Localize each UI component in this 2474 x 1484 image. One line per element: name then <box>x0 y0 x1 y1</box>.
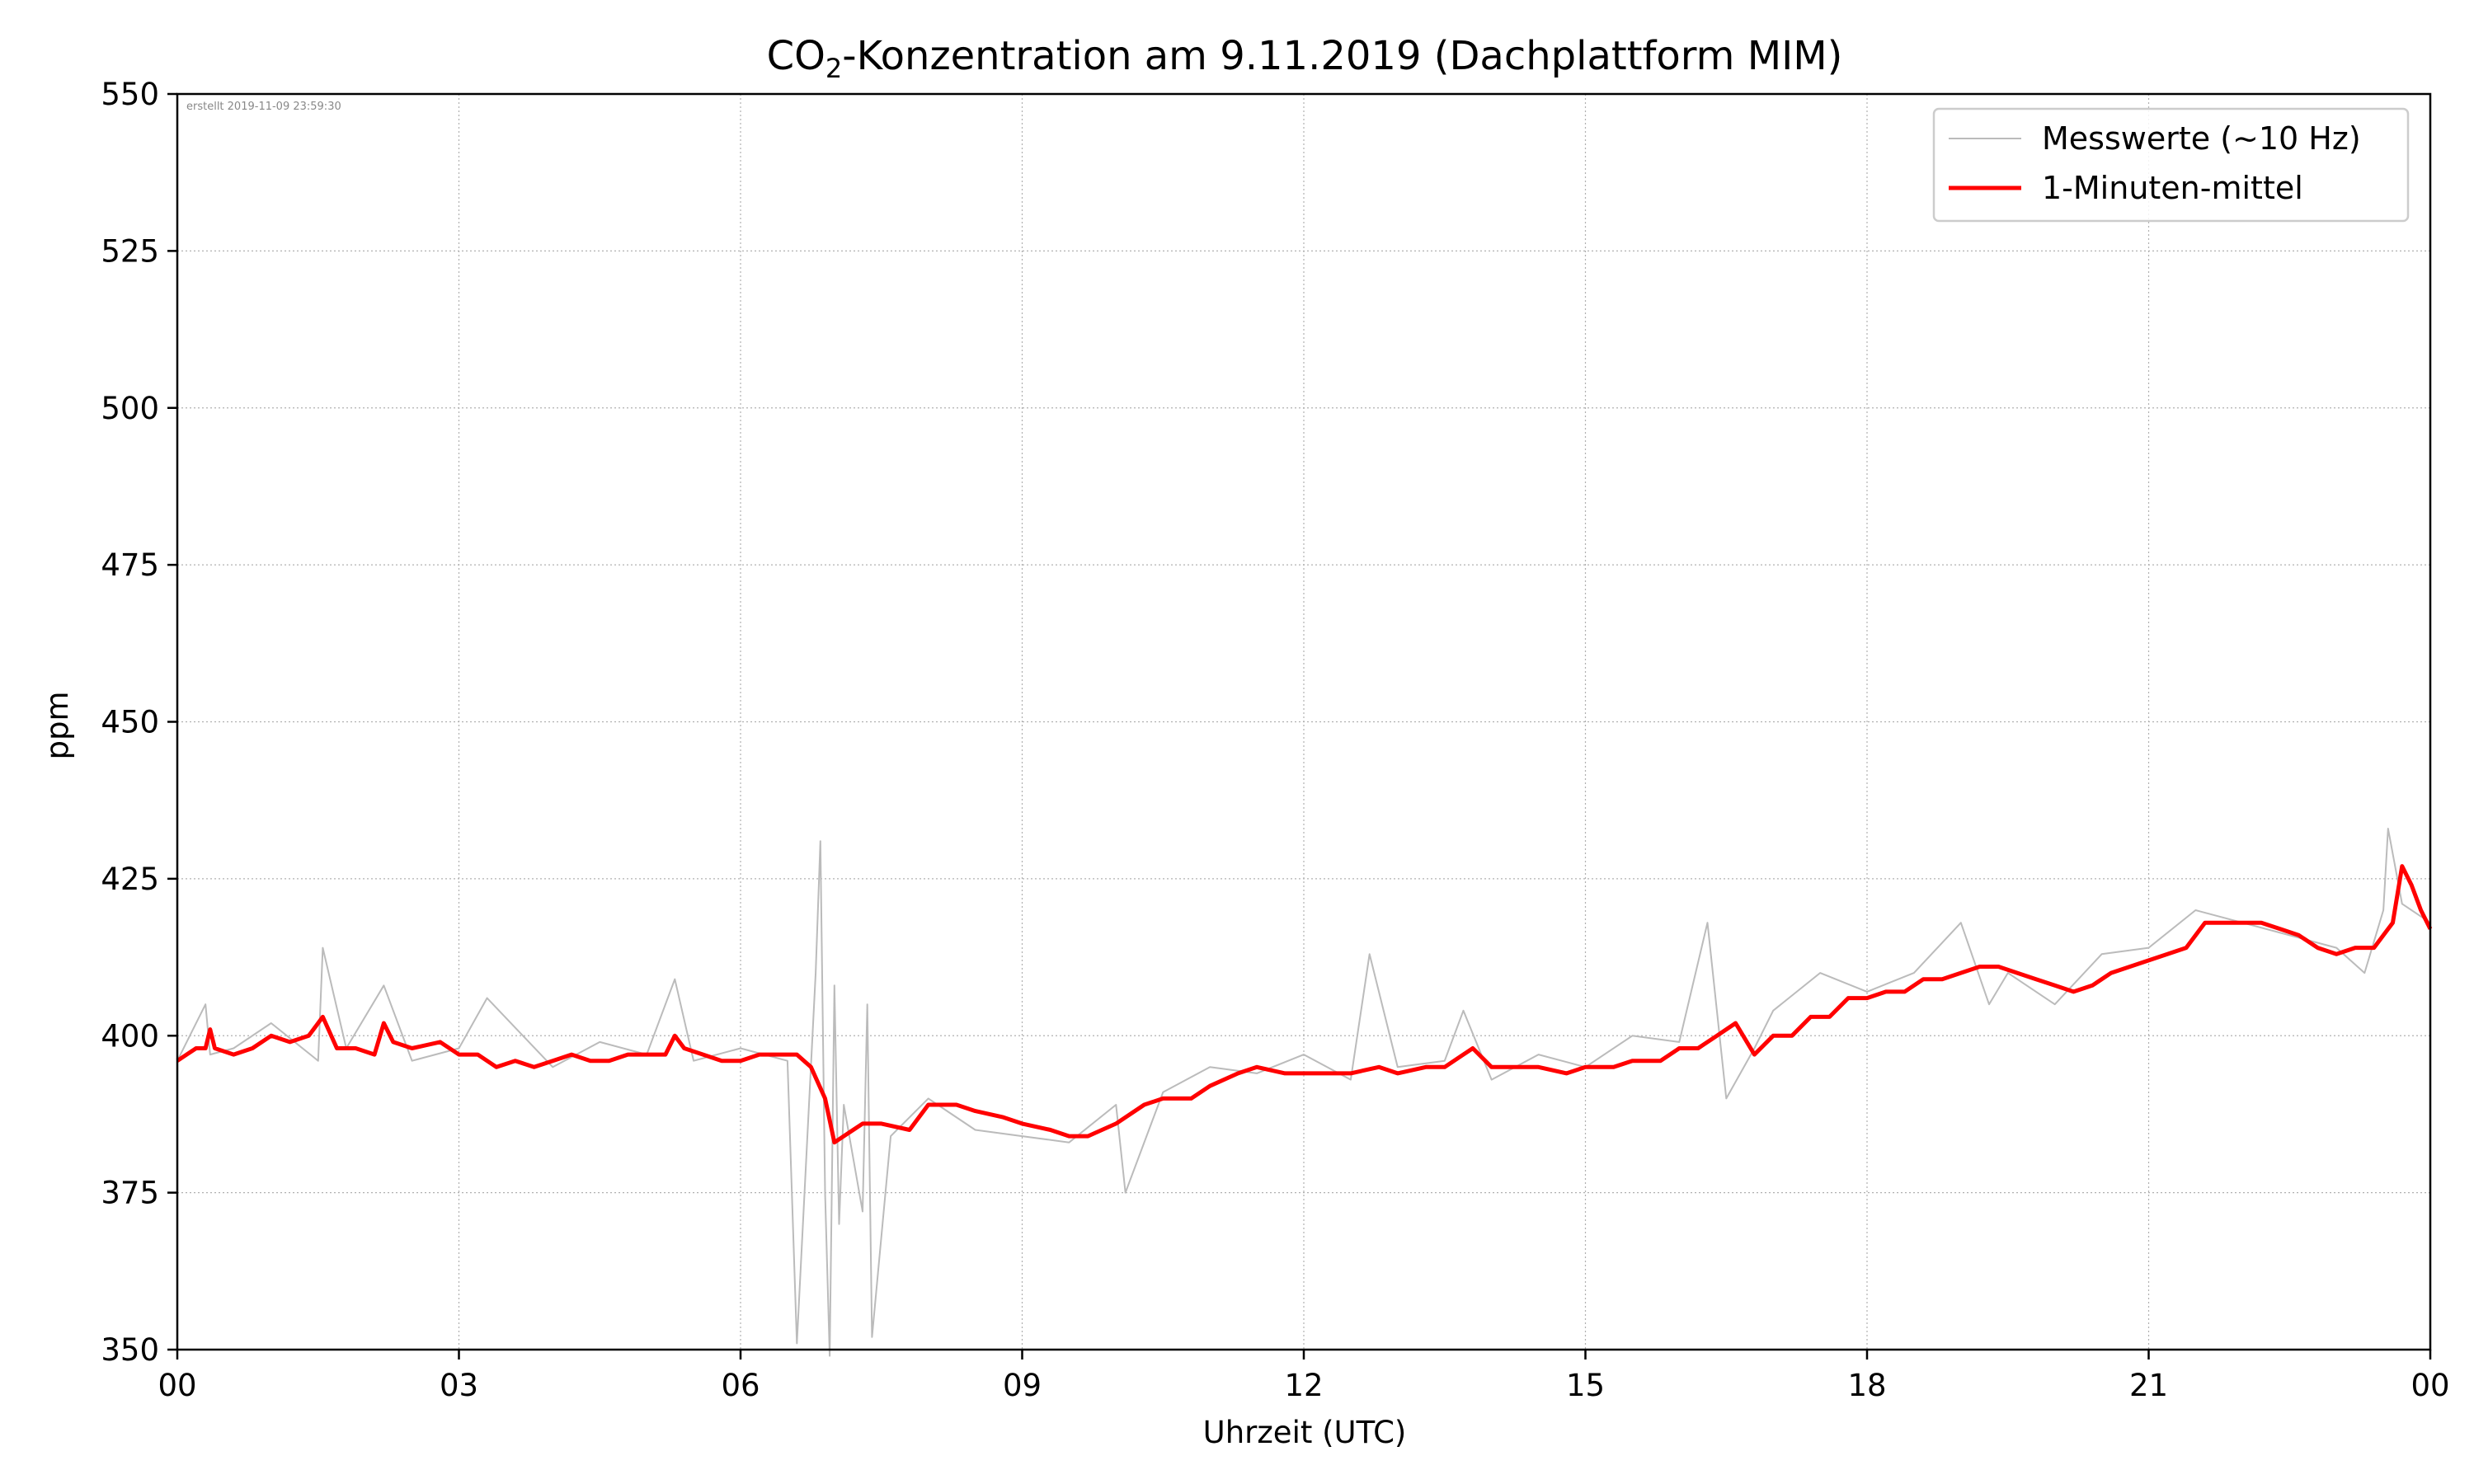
series-line-minute-mean <box>176 864 2433 1145</box>
y-tick-label: 425 <box>101 862 159 897</box>
x-tick-label: 18 <box>1847 1368 1886 1403</box>
y-axis-label: ppm <box>40 691 75 759</box>
y-tick-label: 550 <box>101 77 159 112</box>
y-tick-label: 475 <box>101 547 159 583</box>
x-tick-label: 00 <box>2411 1368 2449 1403</box>
created-timestamp: erstellt 2019-11-09 23:59:30 <box>186 101 341 113</box>
x-tick-label: 09 <box>1003 1368 1042 1403</box>
y-tick-label: 450 <box>101 705 159 740</box>
y-tick-label: 400 <box>101 1018 159 1054</box>
title-prefix: CO <box>767 33 825 79</box>
x-axis-label: Uhrzeit (UTC) <box>1203 1415 1407 1450</box>
series-line-measurements <box>176 828 2431 1357</box>
x-tick-label: 00 <box>158 1368 196 1403</box>
x-tick-label: 15 <box>1566 1368 1605 1403</box>
y-tick-label: 525 <box>101 233 159 269</box>
series-layer <box>176 828 2433 1357</box>
legend-box <box>1932 107 2410 223</box>
grid-lines <box>176 93 2431 1350</box>
y-tick-label: 350 <box>101 1332 159 1368</box>
legend-label-measurements: Messwerte (~10 Hz) <box>2042 120 2361 157</box>
title-suffix: -Konzentration am 9.11.2019 (Dachplattfo… <box>842 33 1842 79</box>
y-axis: 350 375 400 425 450 475 500 525 550 <box>101 77 177 1368</box>
x-tick-label: 06 <box>721 1368 760 1403</box>
x-axis: 00 03 06 09 12 15 18 21 00 <box>158 1350 2450 1403</box>
legend: Messwerte (~10 Hz) 1-Minuten-mittel <box>1932 107 2410 223</box>
legend-label-minute-mean: 1-Minuten-mittel <box>2042 170 2303 206</box>
y-tick-label: 500 <box>101 391 159 426</box>
title-subscript: 2 <box>825 53 842 84</box>
x-tick-label: 12 <box>1284 1368 1323 1403</box>
x-tick-label: 03 <box>440 1368 478 1403</box>
x-tick-label: 21 <box>2129 1368 2168 1403</box>
y-tick-label: 375 <box>101 1176 159 1211</box>
chart-title: CO2-Konzentration am 9.11.2019 (Dachplat… <box>767 33 1843 84</box>
